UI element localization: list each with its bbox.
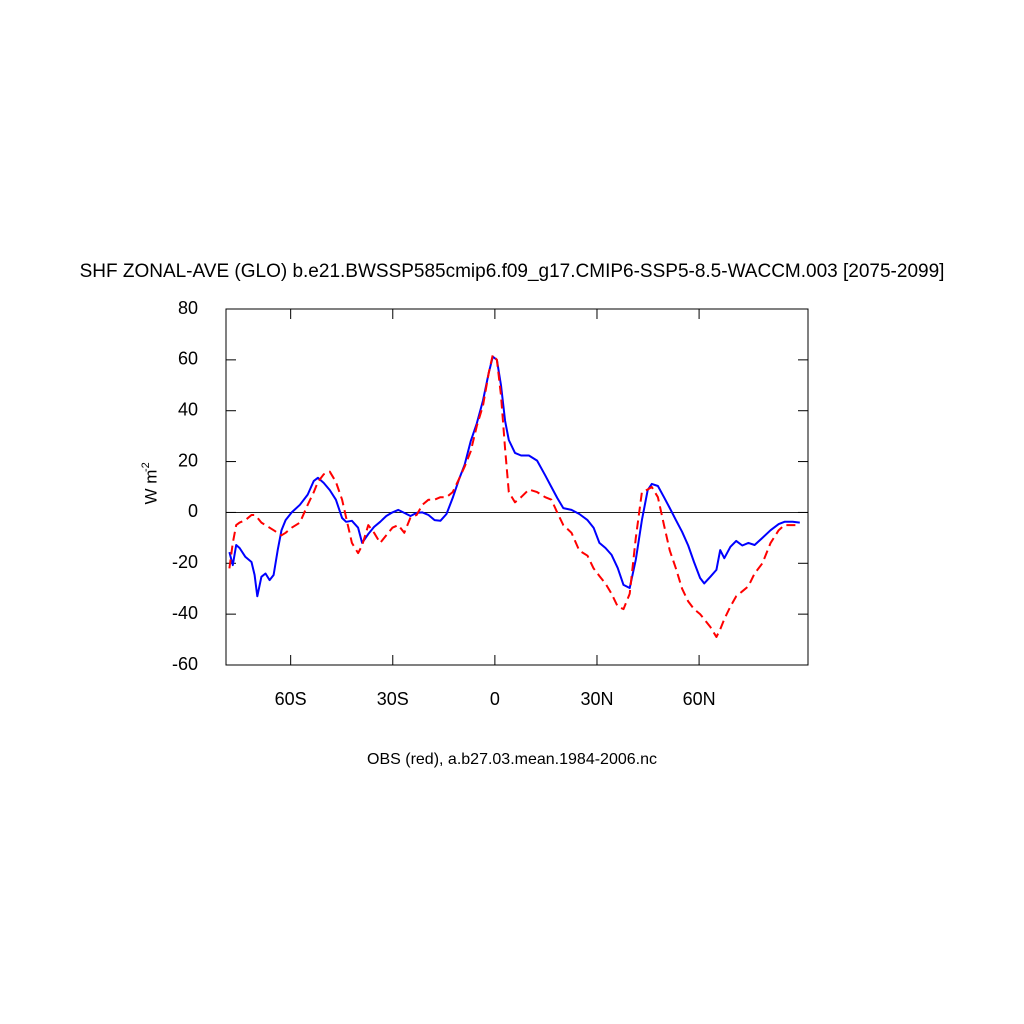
caption: OBS (red), a.b27.03.mean.1984-2006.nc [367,751,657,768]
series-line [228,353,800,638]
x-tick-label: 30N [580,689,613,709]
y-label-superscript: -2 [140,462,152,472]
y-tick-label: -60 [172,654,198,674]
y-axis-label: W m -2 [140,462,161,504]
y-tick-label: 40 [178,399,198,419]
plot-frame [225,308,809,666]
x-tick-label: 0 [490,689,500,709]
y-tick-label: -20 [172,552,198,572]
series-line [228,355,800,598]
y-tick-label: -40 [172,603,198,623]
y-label: W m [141,470,160,505]
y-tick-label: 0 [188,501,198,521]
y-tick-label: 20 [178,450,198,470]
y-tick-label: 80 [178,298,198,318]
x-tick-label: 30S [377,689,409,709]
x-tick-label: 60N [683,689,716,709]
y-tick-label: 60 [178,349,198,369]
chart-title: SHF ZONAL-AVE (GLO) b.e21.BWSSP585cmip6.… [80,261,945,282]
x-tick-label: 60S [275,689,307,709]
